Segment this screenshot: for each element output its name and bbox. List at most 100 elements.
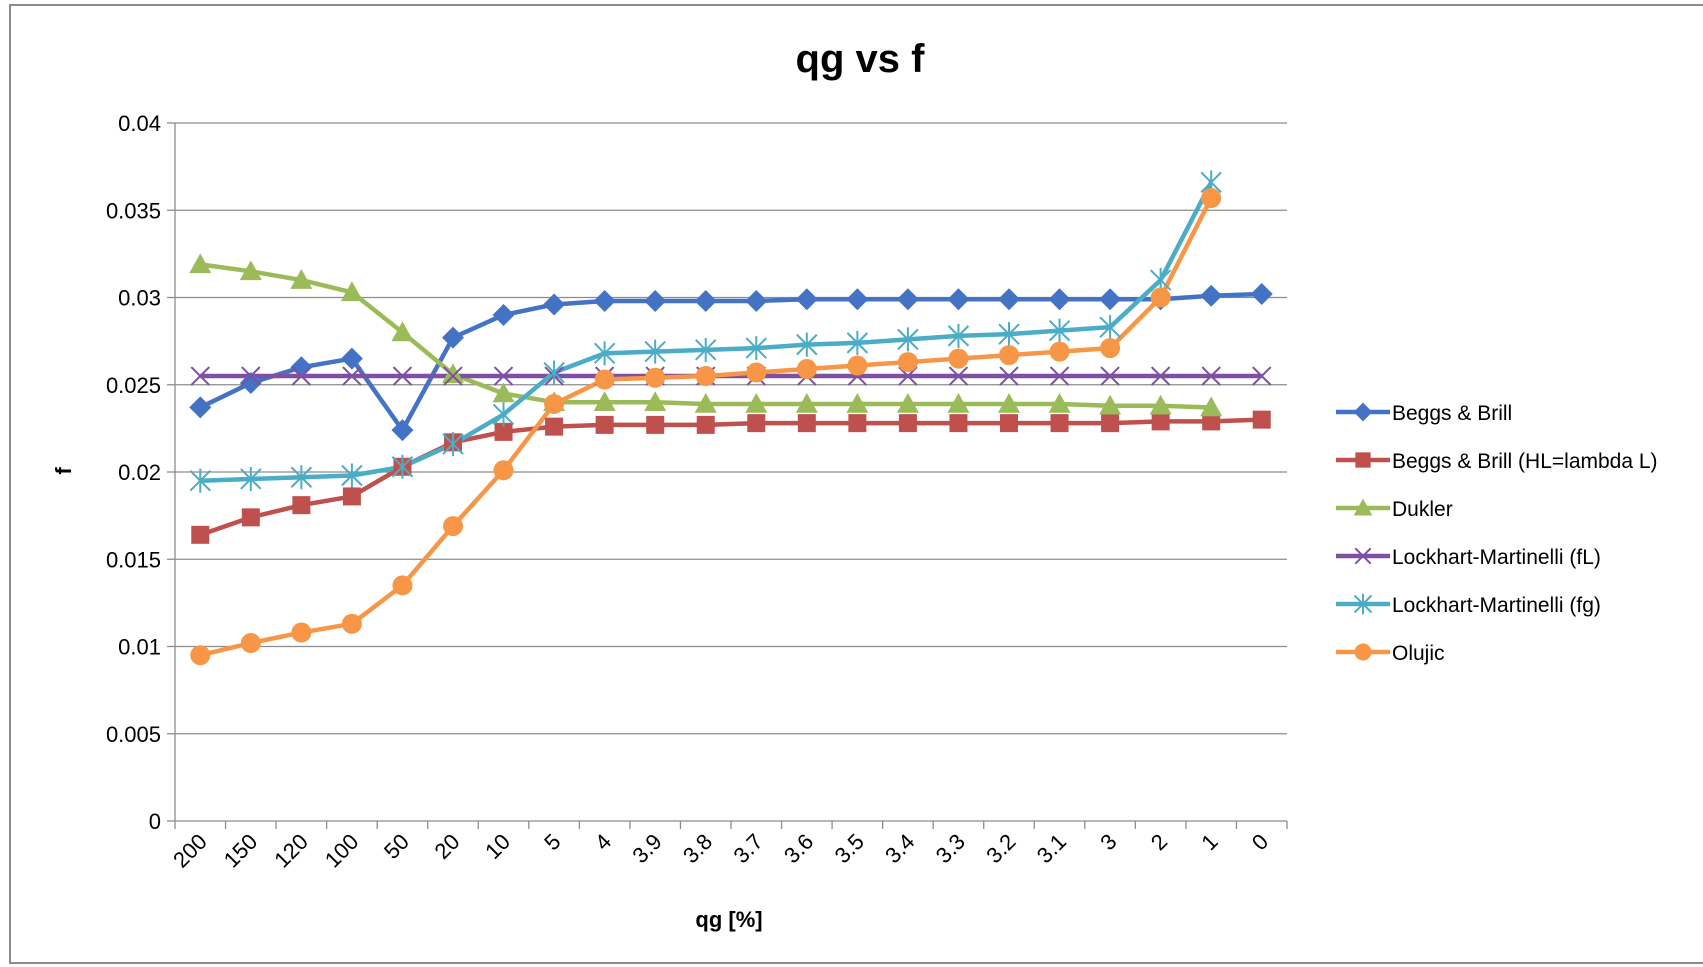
data-point: [392, 366, 413, 386]
data-point: [342, 366, 362, 386]
data-point: [797, 414, 816, 433]
data-point: [847, 355, 868, 376]
data-point: [492, 402, 515, 427]
data-point: [241, 508, 260, 527]
data-point: [240, 633, 261, 654]
series-line: [199, 291, 1262, 433]
data-point: [190, 645, 211, 666]
data-point: [189, 396, 212, 419]
data-point: [1150, 287, 1171, 308]
data-point: [848, 414, 867, 433]
data-point: [796, 359, 817, 380]
data-point: [545, 417, 564, 436]
data-point: [290, 465, 313, 490]
x-tick-label: 10: [480, 829, 515, 864]
x-tick-label: 3.2: [981, 829, 1020, 868]
data-point: [1099, 315, 1121, 340]
x-tick-label: 4: [590, 829, 616, 855]
legend-label: Dukler: [1392, 498, 1453, 521]
data-point: [1201, 188, 1222, 209]
data-point: [896, 288, 919, 311]
data-point: [239, 372, 262, 395]
series-markers: [189, 170, 1273, 666]
data-point: [1048, 392, 1071, 413]
y-tick-label: 0: [149, 809, 161, 834]
data-point: [492, 382, 515, 403]
data-point: [1099, 288, 1122, 311]
data-point: [745, 392, 768, 413]
x-tick-label: 120: [269, 829, 313, 873]
series-line: [199, 417, 1262, 537]
legend: Beggs & Brill Beggs & Brill (HL=lambda L)…: [1336, 402, 1658, 665]
data-point: [846, 330, 869, 355]
data-point: [595, 415, 614, 434]
data-point: [998, 288, 1020, 311]
x-tick-label: 20: [430, 829, 465, 864]
data-point: [646, 415, 665, 434]
x-tick-label: 3.9: [627, 829, 666, 868]
data-point: [696, 415, 715, 434]
y-axis-label: f: [51, 467, 76, 475]
data-point: [695, 337, 717, 362]
x-tick-label: 2: [1146, 829, 1172, 855]
data-point: [443, 366, 463, 386]
data-point: [1099, 394, 1122, 415]
data-point: [341, 613, 362, 634]
x-tick-label: 3.5: [830, 829, 869, 868]
chart-title: qg vs f: [796, 37, 926, 81]
x-tick-label: 200: [168, 829, 212, 873]
y-tick-label: 0.01: [118, 635, 161, 660]
data-point: [747, 414, 766, 433]
data-point: [1049, 341, 1070, 362]
data-point: [1101, 414, 1120, 433]
y-tick-label: 0.035: [106, 198, 161, 223]
data-point: [746, 362, 767, 383]
data-point: [1252, 410, 1271, 429]
legend-label: Lockhart-Martinelli (fg): [1392, 594, 1601, 617]
data-point: [846, 392, 869, 413]
data-point: [392, 575, 413, 596]
x-tick-label: 3: [1095, 829, 1121, 855]
data-point: [442, 326, 464, 349]
data-point: [897, 352, 918, 373]
data-point: [544, 393, 565, 414]
data-point: [493, 366, 514, 386]
data-point: [442, 363, 464, 384]
data-point: [1354, 643, 1372, 661]
data-point: [1149, 394, 1172, 415]
data-point: [1354, 547, 1372, 565]
data-point: [745, 336, 767, 361]
data-point: [391, 321, 414, 342]
data-point: [290, 269, 313, 289]
data-point: [1252, 366, 1272, 386]
y-tick-label: 0.005: [106, 722, 161, 747]
data-point: [594, 369, 615, 390]
x-tick-label: 3.8: [678, 829, 717, 868]
data-point: [1048, 288, 1071, 311]
data-point: [694, 289, 717, 312]
data-point: [1150, 366, 1171, 386]
data-point: [391, 454, 414, 479]
data-point: [1202, 412, 1221, 431]
data-point: [947, 323, 970, 348]
data-point: [1151, 412, 1170, 431]
legend-label: Lockhart-Martinelli (fL): [1392, 546, 1601, 569]
data-point: [240, 466, 262, 491]
y-tick-label: 0.02: [118, 460, 161, 485]
data-point: [189, 468, 211, 493]
data-point: [645, 367, 666, 388]
data-point: [1201, 366, 1221, 386]
data-point: [494, 422, 513, 441]
data-point: [492, 303, 515, 326]
data-point: [644, 391, 667, 411]
data-point: [695, 366, 716, 387]
data-point: [1050, 414, 1069, 433]
data-point: [543, 293, 566, 316]
data-point: [745, 289, 768, 312]
y-tick-label: 0.025: [106, 373, 161, 398]
data-point: [292, 496, 311, 515]
data-point: [795, 288, 818, 311]
data-point: [947, 392, 970, 413]
data-point: [189, 253, 212, 274]
data-point: [897, 327, 919, 352]
